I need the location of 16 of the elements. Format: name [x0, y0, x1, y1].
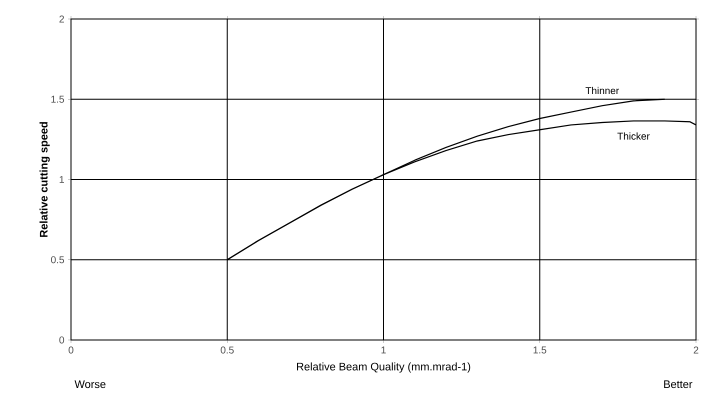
x-tick-label: 1 — [382, 346, 386, 354]
x-axis-title: Relative Beam Quality (mm.mrad-1) — [297, 362, 470, 373]
y-tick-label: 1 — [60, 176, 64, 183]
text: Better — [664, 380, 692, 388]
series-label: Thinner — [586, 86, 619, 94]
series-label: Thicker — [617, 132, 650, 140]
x-tick-label: 2 — [694, 346, 698, 354]
x-tick-label: 0 — [68, 346, 74, 354]
x-tick-label: 1.5 — [534, 346, 546, 354]
text: Worse — [74, 380, 106, 388]
y-tick-label: 1.5 — [51, 96, 64, 103]
y-tick-label: 0.5 — [51, 256, 64, 264]
x-tick-label: 0.5 — [220, 346, 234, 354]
y-tick-label: 2 — [59, 16, 64, 22]
y-axis-title: Relative cutting speed — [40, 122, 50, 237]
y-tick-label: 0 — [59, 336, 64, 344]
